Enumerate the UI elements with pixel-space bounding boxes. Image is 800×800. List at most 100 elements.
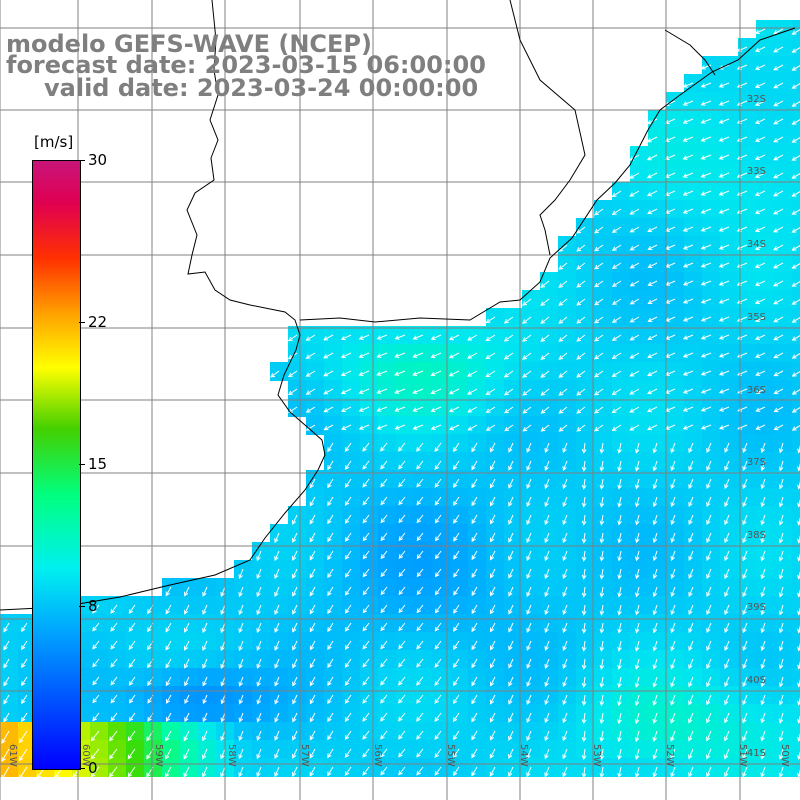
wind-cell [756, 452, 775, 471]
wind-arrow [327, 730, 334, 740]
wind-arrow [737, 118, 748, 124]
wind-cell [576, 326, 595, 345]
colorbar-tick-mark [79, 160, 85, 161]
wind-arrow-head [380, 446, 385, 452]
wind-cell [756, 632, 775, 651]
wind-arrow-head [599, 682, 605, 688]
wind-cell [486, 308, 505, 327]
wind-cell [666, 506, 685, 525]
wind-arrow [274, 730, 280, 741]
wind-cell [684, 560, 703, 579]
wind-arrow [416, 694, 424, 704]
wind-arrow-head [797, 700, 800, 706]
wind-cell [324, 740, 343, 759]
wind-arrow [683, 82, 694, 88]
longitude-label: 52W [664, 744, 675, 767]
wind-arrow [618, 586, 622, 597]
wind-arrow-head [635, 610, 640, 616]
wind-arrow [471, 676, 478, 686]
wind-arrow [292, 730, 298, 740]
wind-arrow [706, 604, 712, 615]
wind-arrow [612, 352, 622, 359]
wind-cell [576, 254, 595, 273]
wind-arrow-head [688, 555, 693, 561]
wind-cell [756, 416, 775, 435]
wind-arrow [309, 730, 316, 740]
wind-cell [612, 452, 631, 471]
wind-cell [288, 704, 307, 723]
wind-arrow-head [634, 737, 640, 743]
wind-cell [774, 362, 793, 381]
wind-arrow-head [634, 664, 640, 670]
wind-arrow-head [398, 752, 403, 758]
wind-arrow [594, 244, 604, 252]
wind-cell [756, 650, 775, 669]
colorbar-tick-mark [79, 768, 85, 769]
wind-arrow [562, 496, 568, 507]
wind-arrow [755, 334, 766, 340]
wind-arrow-head [558, 319, 564, 324]
wind-cell [684, 488, 703, 507]
wind-arrow-head [394, 425, 400, 430]
wind-arrow [683, 388, 694, 394]
wind-arrow-head [544, 736, 549, 742]
wind-arrow-head [110, 644, 115, 650]
wind-cell [576, 578, 595, 597]
wind-arrow-head [109, 736, 114, 742]
wind-arrow [688, 442, 694, 453]
wind-cell [702, 722, 721, 741]
wind-arrow-head [309, 735, 314, 741]
wind-arrow-head [165, 627, 170, 633]
wind-arrow-head [754, 101, 760, 107]
wind-arrow-head [274, 538, 279, 544]
wind-cell [702, 182, 721, 201]
wind-arrow [345, 496, 352, 506]
wind-arrow [683, 334, 694, 340]
wind-cell [720, 560, 739, 579]
wind-arrow [562, 658, 568, 669]
wind-cell [702, 128, 721, 147]
wind-arrow [309, 748, 316, 758]
wind-cell [666, 128, 685, 147]
wind-arrow-head [688, 520, 693, 526]
wind-cell [792, 146, 800, 165]
wind-arrow-head [544, 645, 549, 651]
wind-cell [648, 560, 667, 579]
wind-arrow-head [292, 627, 297, 633]
wind-arrow [220, 640, 226, 651]
wind-arrow [166, 694, 172, 704]
wind-arrow [202, 622, 208, 633]
wind-arrow-head [526, 574, 531, 580]
wind-cell [720, 308, 739, 327]
wind-arrow-head [504, 426, 510, 432]
wind-arrow-head [576, 301, 582, 306]
wind-arrow [774, 352, 784, 359]
wind-cell [792, 74, 800, 93]
wind-cell [324, 398, 343, 417]
wind-cell [702, 200, 721, 219]
wind-arrow-head [292, 591, 297, 597]
wind-arrow [761, 676, 766, 687]
wind-cell [594, 596, 613, 615]
wind-arrow [618, 496, 622, 507]
wind-arrow [583, 766, 586, 778]
wind-arrow [345, 604, 352, 614]
wind-cell [774, 542, 793, 561]
wind-arrow-head [558, 355, 564, 360]
wind-cell [738, 614, 757, 633]
wind-cell [522, 560, 541, 579]
wind-cell [522, 596, 541, 615]
wind-cell [720, 524, 739, 543]
wind-arrow [706, 478, 712, 489]
wind-arrow [706, 622, 712, 633]
wind-arrow-head [742, 718, 747, 724]
wind-arrow [719, 334, 730, 340]
wind-arrow-head [202, 628, 207, 633]
wind-arrow [165, 766, 172, 777]
wind-arrow-head [700, 263, 706, 268]
wind-cell [252, 668, 271, 687]
wind-arrow-head [611, 210, 617, 215]
wind-arrow [737, 244, 748, 250]
wind-arrow-head [635, 538, 640, 544]
